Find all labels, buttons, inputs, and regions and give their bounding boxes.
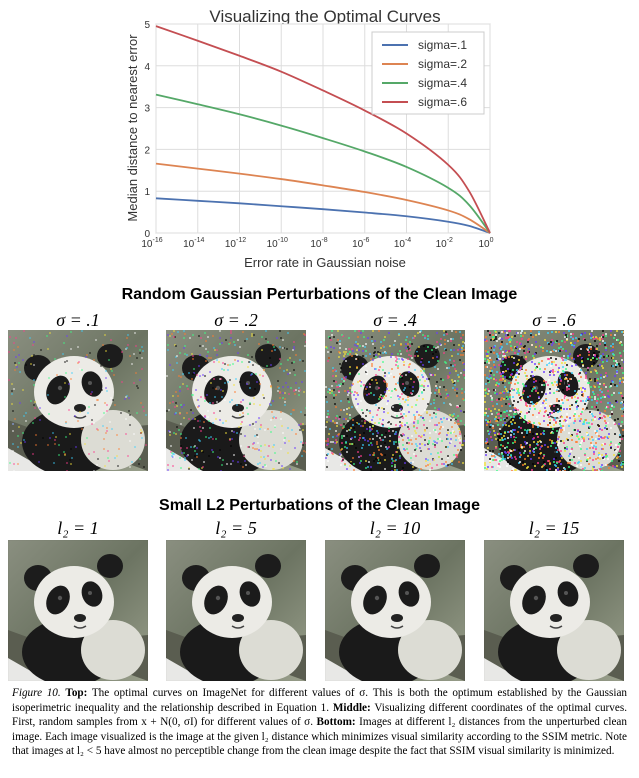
x-tick-label: 10-8 bbox=[310, 237, 327, 250]
y-tick-label: 4 bbox=[144, 62, 150, 73]
middle-section-title: Random Gaussian Perturbations of the Cle… bbox=[121, 286, 518, 303]
series-line-sigma-4 bbox=[155, 93, 491, 234]
y-tick-label: 0 bbox=[144, 229, 150, 240]
series-line-sigma-2 bbox=[155, 162, 491, 234]
figure-caption: Figure 10. Top: The optimal curves on Im… bbox=[12, 686, 627, 759]
x-tick-label: 10-10 bbox=[267, 237, 288, 250]
sigma-label-2: σ = .2 bbox=[214, 310, 258, 330]
y-axis-label: Median distance to nearest error bbox=[125, 34, 140, 222]
caption-bottom-label: Bottom: bbox=[316, 716, 356, 729]
l2-label-2: l₂ = 5 bbox=[215, 518, 257, 538]
l2-label-3: l₂ = 10 bbox=[369, 518, 421, 538]
x-tick-label: 10-6 bbox=[352, 237, 369, 250]
legend-label: sigma=.6 bbox=[418, 95, 467, 109]
panda-image-sigma-2 bbox=[166, 330, 306, 471]
x-tick-label: 10-12 bbox=[225, 237, 246, 250]
x-tick-labels: 10-16 10-14 10-12 10-10 10-8 10-6 10-4 10-2 100 bbox=[141, 237, 493, 250]
panda-image-sigma-4 bbox=[484, 330, 624, 471]
y-tick-label: 5 bbox=[144, 20, 150, 31]
series-lines bbox=[155, 25, 491, 234]
x-tick-label: 100 bbox=[478, 237, 493, 250]
l2-label-1: l₂ = 1 bbox=[57, 518, 99, 538]
legend-label: sigma=.1 bbox=[418, 38, 467, 52]
caption-middle-text: Visualizing different coordinates of the… bbox=[12, 701, 627, 729]
sigma-label-4: σ = .6 bbox=[532, 310, 576, 330]
caption-figure-label: Figure 10. bbox=[12, 687, 61, 699]
legend-label: sigma=.2 bbox=[418, 57, 467, 71]
caption-bottom-text: Images at different l₂ distances from th… bbox=[12, 716, 627, 758]
series-line-sigma-6 bbox=[155, 25, 491, 234]
panda-image-l2-15 bbox=[484, 540, 624, 681]
panda-image-sigma-1 bbox=[8, 330, 148, 471]
caption-top-label: Top: bbox=[65, 687, 88, 699]
panda-image-l2-1 bbox=[8, 540, 148, 681]
legend-label: sigma=.4 bbox=[418, 76, 467, 90]
bottom-section-title: Small L2 Perturbations of the Clean Imag… bbox=[159, 497, 480, 514]
x-tick-label: 10-2 bbox=[436, 237, 453, 250]
caption-middle-label: Middle: bbox=[332, 701, 371, 714]
chart-legend: sigma=.1 sigma=.2 sigma=.4 sigma=.6 bbox=[371, 31, 485, 115]
y-tick-label: 2 bbox=[144, 145, 150, 156]
chart-title: Visualizing the Optimal Curves bbox=[209, 7, 440, 26]
panda-image-l2-10 bbox=[325, 540, 465, 681]
y-tick-labels: 0 1 2 3 4 5 bbox=[144, 20, 150, 240]
l2-label-4: l₂ = 15 bbox=[528, 518, 580, 538]
optimal-curves-chart: Visualizing the Optimal Curves 10-16 10-1… bbox=[125, 7, 494, 270]
series-line-sigma-1 bbox=[155, 197, 491, 234]
y-tick-label: 3 bbox=[144, 104, 150, 115]
x-axis-label: Error rate in Gaussian noise bbox=[244, 255, 406, 270]
x-tick-label: 10-14 bbox=[183, 237, 204, 250]
x-tick-label: 10-4 bbox=[394, 237, 411, 250]
y-tick-label: 1 bbox=[144, 187, 150, 198]
panda-image-l2-5 bbox=[166, 540, 306, 681]
sigma-label-1: σ = .1 bbox=[56, 310, 100, 330]
panda-image-sigma-3 bbox=[325, 330, 465, 471]
sigma-label-3: σ = .4 bbox=[373, 310, 417, 330]
caption-top-text: The optimal curves on ImageNet for diffe… bbox=[12, 687, 628, 714]
